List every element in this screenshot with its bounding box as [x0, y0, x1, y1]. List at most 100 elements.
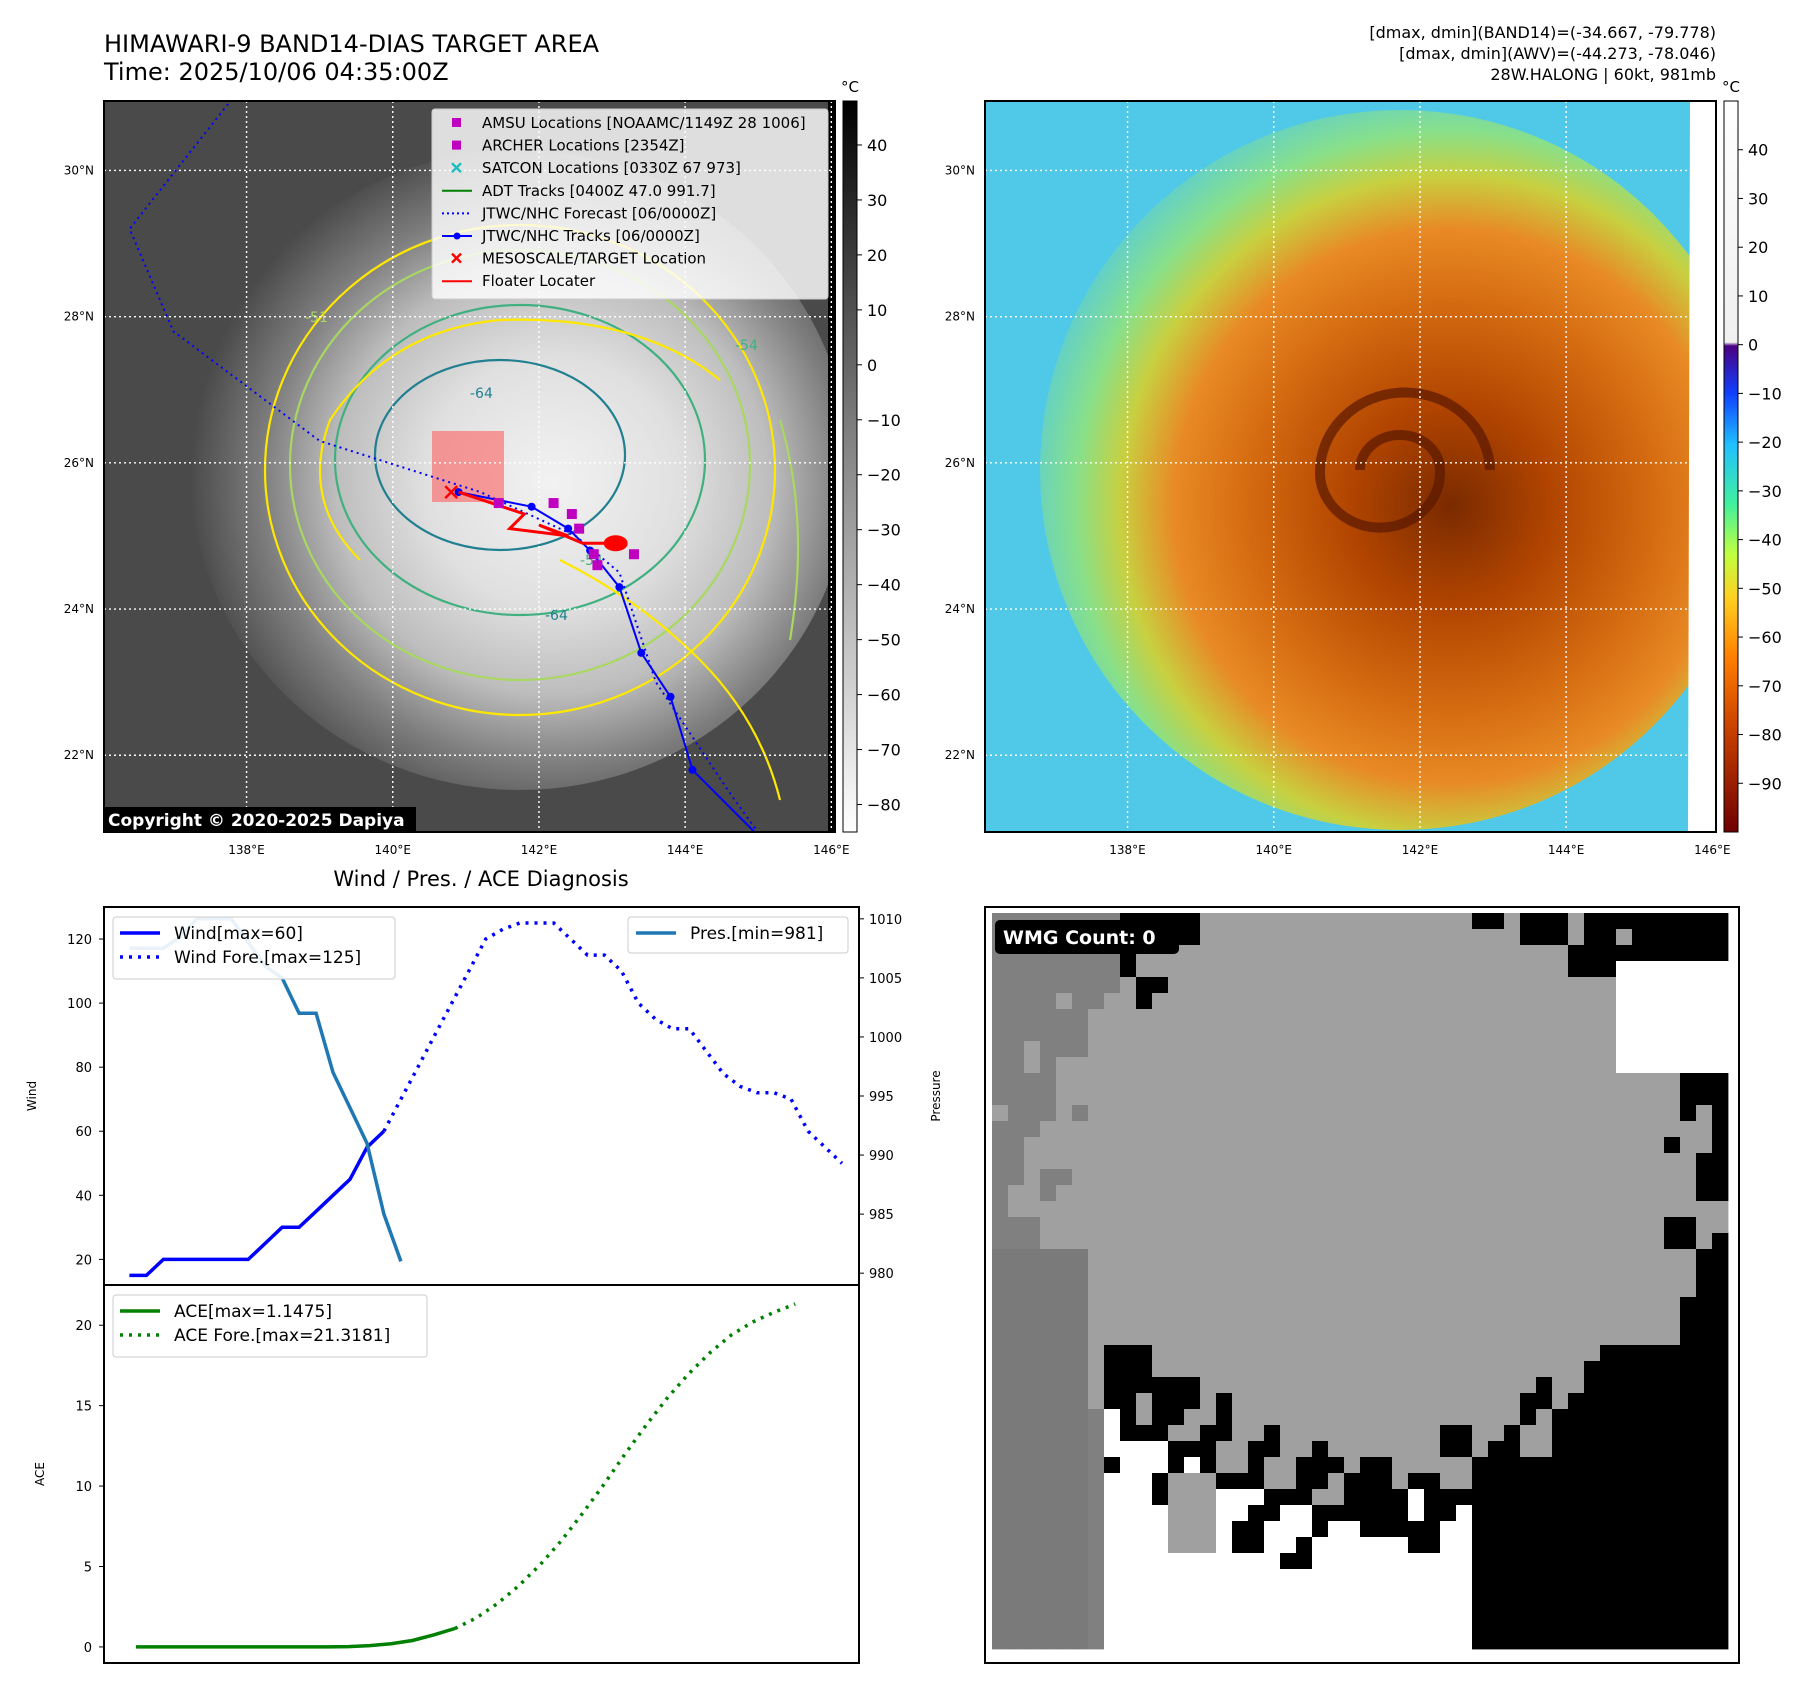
wmg-cell	[1632, 1521, 1649, 1538]
wmg-cell	[1488, 1457, 1505, 1474]
wmg-cell	[1648, 1009, 1665, 1026]
wmg-cell	[1664, 1473, 1681, 1490]
wmg-cell	[1664, 1457, 1681, 1474]
wmg-cell	[1648, 1617, 1665, 1634]
wmg-cell	[1680, 1617, 1697, 1634]
wmg-cell	[1440, 1569, 1457, 1586]
ace-legend-label: ACE Fore.[max=21.3181]	[174, 1326, 390, 1346]
wmg-cell	[1040, 1537, 1057, 1554]
wmg-cell	[1152, 1521, 1169, 1538]
wmg-cell	[1216, 993, 1233, 1010]
wmg-cell	[1024, 1345, 1041, 1362]
wmg-cell	[1392, 1425, 1409, 1442]
wmg-cell	[1136, 1105, 1153, 1122]
wmg-cell	[1088, 1569, 1105, 1586]
wmg-cell	[1024, 1169, 1041, 1186]
wmg-cell	[1520, 1377, 1537, 1394]
wmg-cells	[992, 913, 1729, 1650]
wmg-cell	[1424, 1601, 1441, 1618]
wmg-cell	[992, 1121, 1009, 1138]
wmg-cell	[1152, 1041, 1169, 1058]
wmg-cell	[1104, 1361, 1121, 1378]
wmg-cell	[1392, 1441, 1409, 1458]
wmg-cell	[1280, 1281, 1297, 1298]
wmg-cell	[992, 1137, 1009, 1154]
wmg-cell	[1456, 1297, 1473, 1314]
wmg-cell	[1472, 961, 1489, 978]
wmg-cell	[992, 1329, 1009, 1346]
wmg-cell	[1200, 1553, 1217, 1570]
legend-label: Floater Locater	[482, 272, 596, 290]
wmg-cell	[1440, 1057, 1457, 1074]
wmg-cell	[1008, 1633, 1025, 1650]
wmg-cell	[1696, 1473, 1713, 1490]
amsu-location	[493, 498, 504, 509]
wmg-cell	[1392, 1361, 1409, 1378]
wmg-cell	[1360, 1057, 1377, 1074]
wmg-cell	[1376, 1601, 1393, 1618]
wmg-cell	[1056, 977, 1073, 994]
wmg-cell	[1456, 1249, 1473, 1266]
wmg-cell	[1136, 1137, 1153, 1154]
wmg-cell	[1072, 1313, 1089, 1330]
wmg-cell	[1248, 913, 1265, 930]
wmg-cell	[1376, 1105, 1393, 1122]
wmg-cell	[1408, 961, 1425, 978]
wmg-cell	[1248, 1137, 1265, 1154]
wmg-cell	[1024, 1521, 1041, 1538]
wmg-cell	[1696, 1281, 1713, 1298]
wmg-cell	[1216, 1441, 1233, 1458]
wmg-cell	[1568, 993, 1585, 1010]
wmg-cell	[1616, 1361, 1633, 1378]
wmg-cell	[1664, 1505, 1681, 1522]
wmg-cell	[1312, 1569, 1329, 1586]
wmg-cell	[1696, 1345, 1713, 1362]
wmg-cell	[1264, 1633, 1281, 1650]
wmg-cell	[1168, 961, 1185, 978]
wmg-cell	[1392, 1569, 1409, 1586]
wmg-cell	[1168, 1009, 1185, 1026]
wmg-cell	[1568, 1505, 1585, 1522]
wmg-cell	[1504, 1521, 1521, 1538]
amsu-location	[548, 498, 559, 509]
wmg-cell	[1472, 1201, 1489, 1218]
wmg-cell	[1072, 1473, 1089, 1490]
wmg-cell	[1296, 1121, 1313, 1138]
wmg-cell	[1120, 961, 1137, 978]
wmg-cell	[1264, 1393, 1281, 1410]
wmg-cell	[1648, 1233, 1665, 1250]
ace-y-tick-label: 15	[75, 1400, 92, 1415]
wmg-cell	[1248, 1473, 1265, 1490]
wmg-cell	[1184, 1441, 1201, 1458]
wmg-cell	[1440, 1537, 1457, 1554]
wmg-cell	[1584, 1553, 1601, 1570]
wmg-cell	[1600, 1345, 1617, 1362]
wmg-cell	[1328, 1217, 1345, 1234]
wmg-cell	[1584, 1169, 1601, 1186]
wmg-cell	[1552, 1601, 1569, 1618]
wmg-cell	[1568, 1313, 1585, 1330]
wmg-cell	[1360, 1473, 1377, 1490]
wmg-cell	[1248, 945, 1265, 962]
wmg-cell	[1616, 1313, 1633, 1330]
lon-label: 142°E	[1402, 843, 1439, 857]
wmg-cell	[1248, 993, 1265, 1010]
wmg-cell	[1088, 1393, 1105, 1410]
wmg-cell	[1152, 1025, 1169, 1042]
wmg-cell	[1056, 1393, 1073, 1410]
colorbar-right-tick-label: −60	[1748, 628, 1782, 647]
jtwc-track-point	[527, 502, 536, 511]
wmg-cell	[1376, 913, 1393, 930]
wmg-cell	[1264, 1617, 1281, 1634]
wmg-cell	[1488, 1057, 1505, 1074]
wmg-cell	[1680, 1265, 1697, 1282]
wmg-cell	[1440, 1041, 1457, 1058]
wmg-cell	[1040, 1633, 1057, 1650]
wmg-cell	[1424, 1025, 1441, 1042]
wmg-cell	[1584, 961, 1601, 978]
wmg-cell	[1360, 1041, 1377, 1058]
wmg-cell	[1360, 977, 1377, 994]
wmg-cell	[1712, 1217, 1729, 1234]
wmg-cell	[1328, 1249, 1345, 1266]
wmg-cell	[1472, 1505, 1489, 1522]
